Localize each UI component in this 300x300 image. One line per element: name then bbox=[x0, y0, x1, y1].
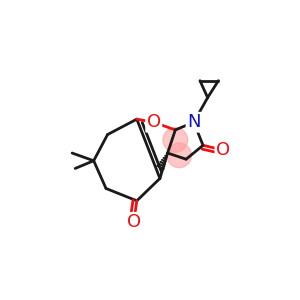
Text: N: N bbox=[187, 113, 200, 131]
Circle shape bbox=[167, 143, 191, 168]
Text: O: O bbox=[127, 213, 141, 231]
Circle shape bbox=[163, 128, 188, 152]
Text: O: O bbox=[216, 141, 230, 159]
Text: O: O bbox=[147, 113, 161, 131]
